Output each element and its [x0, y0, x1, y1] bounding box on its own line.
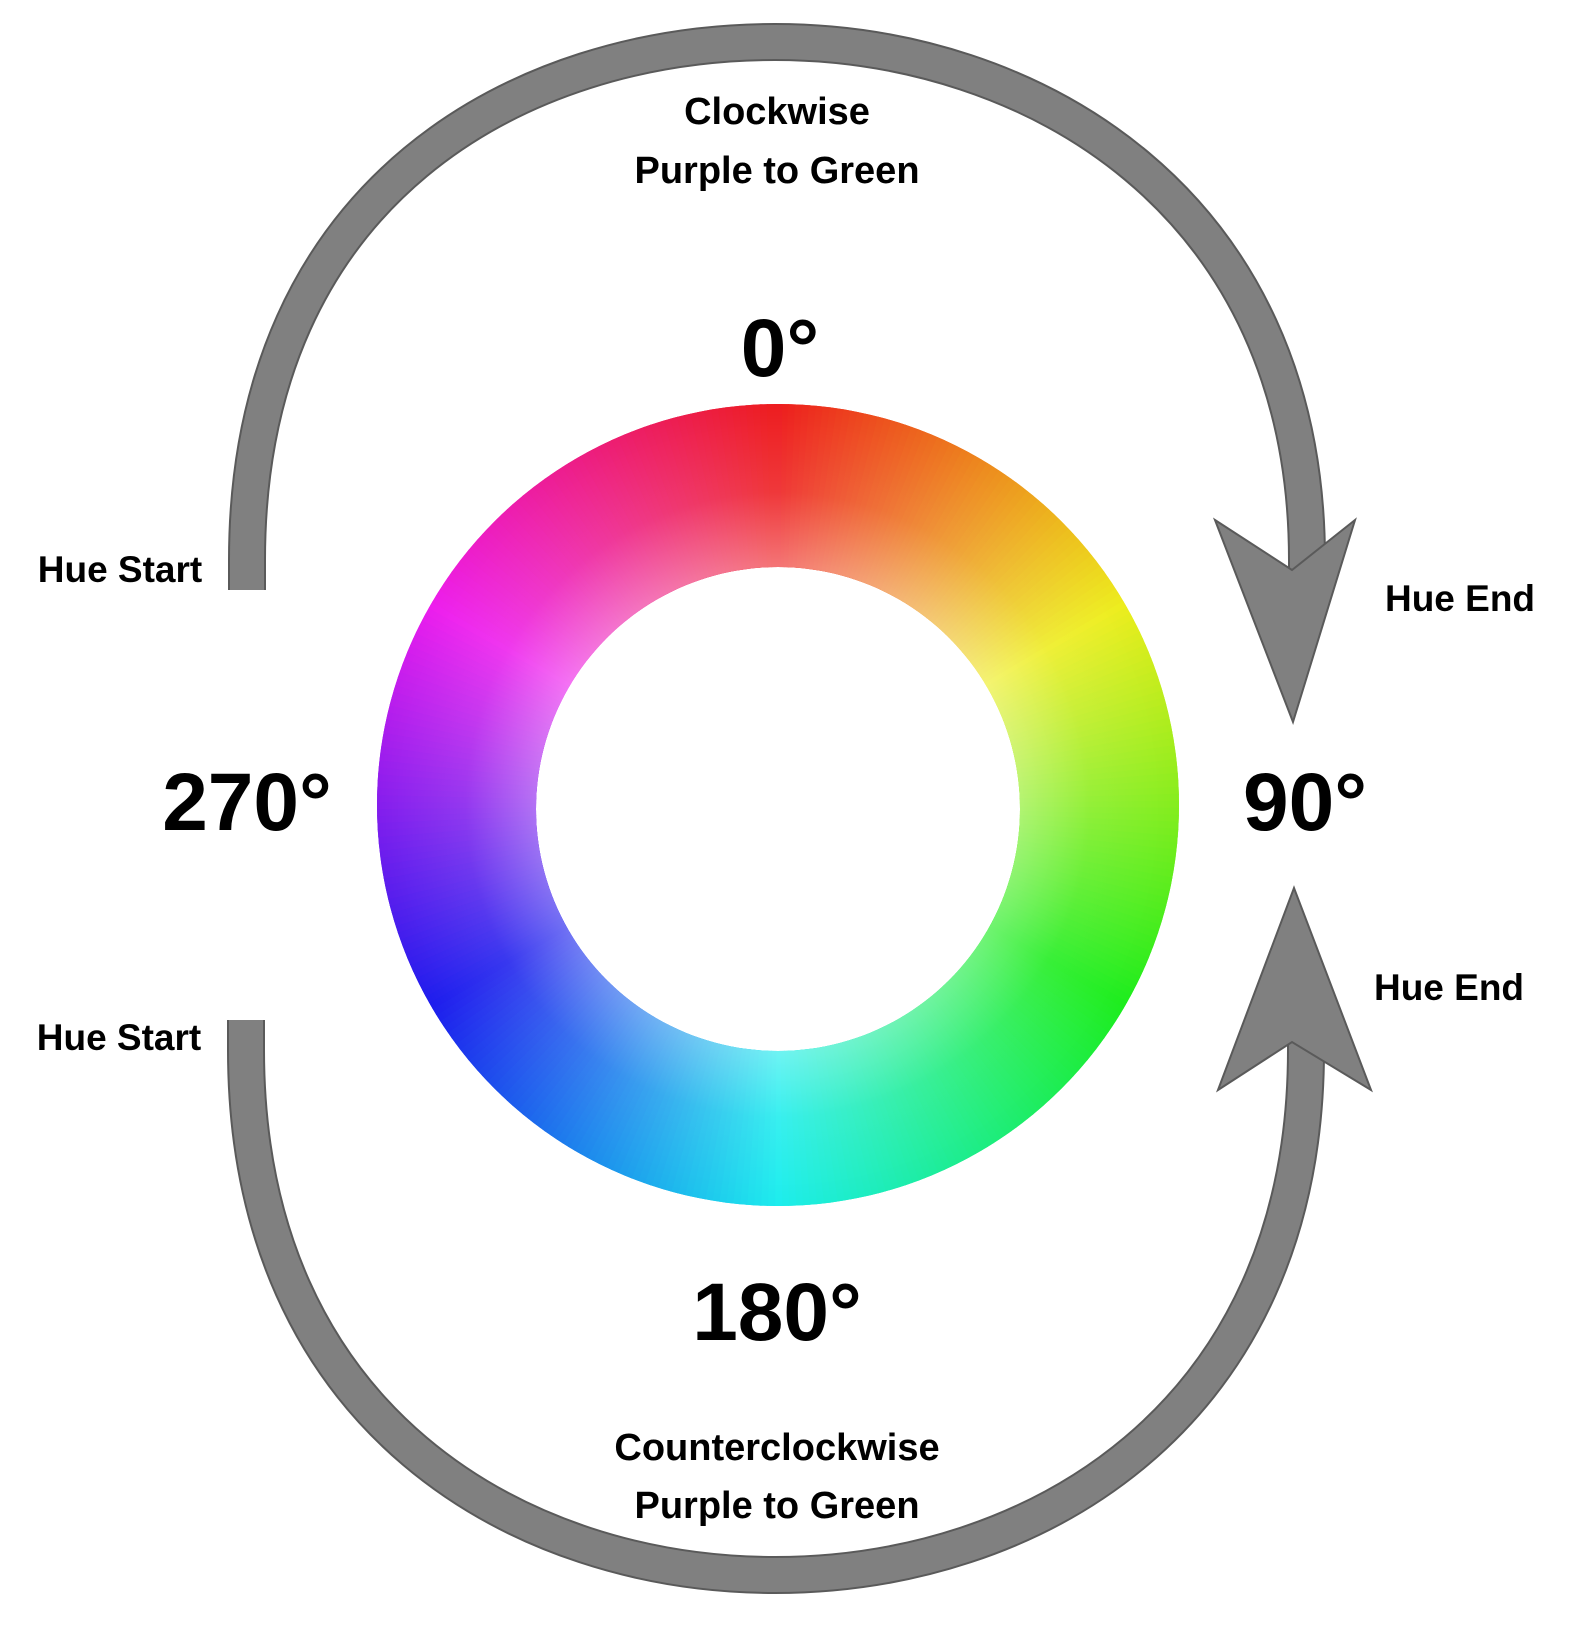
- counterclockwise-arrow: [227, 885, 1373, 1595]
- degree-label-180: 180°: [692, 1267, 862, 1358]
- counterclockwise-caption-line1: Counterclockwise: [614, 1427, 939, 1469]
- hue-color-wheel: [376, 404, 1179, 1206]
- clockwise-caption-line2: Purple to Green: [634, 150, 919, 192]
- counterclockwise-caption-line2: Purple to Green: [634, 1485, 919, 1527]
- clockwise-arrow: [228, 22, 1357, 726]
- degree-label-90: 90°: [1243, 757, 1367, 848]
- clockwise-arrowhead-icon: [1212, 517, 1357, 726]
- clockwise-hue-start-label: Hue Start: [38, 549, 202, 590]
- clockwise-hue-end-label: Hue End: [1385, 578, 1535, 619]
- clockwise-caption-line1: Clockwise: [684, 91, 870, 133]
- counterclockwise-arrowhead-icon: [1215, 885, 1373, 1093]
- degree-label-270: 270°: [162, 757, 332, 848]
- degree-label-0: 0°: [741, 303, 819, 394]
- counterclockwise-hue-start-label: Hue Start: [37, 1017, 201, 1058]
- counterclockwise-hue-end-label: Hue End: [1374, 967, 1524, 1008]
